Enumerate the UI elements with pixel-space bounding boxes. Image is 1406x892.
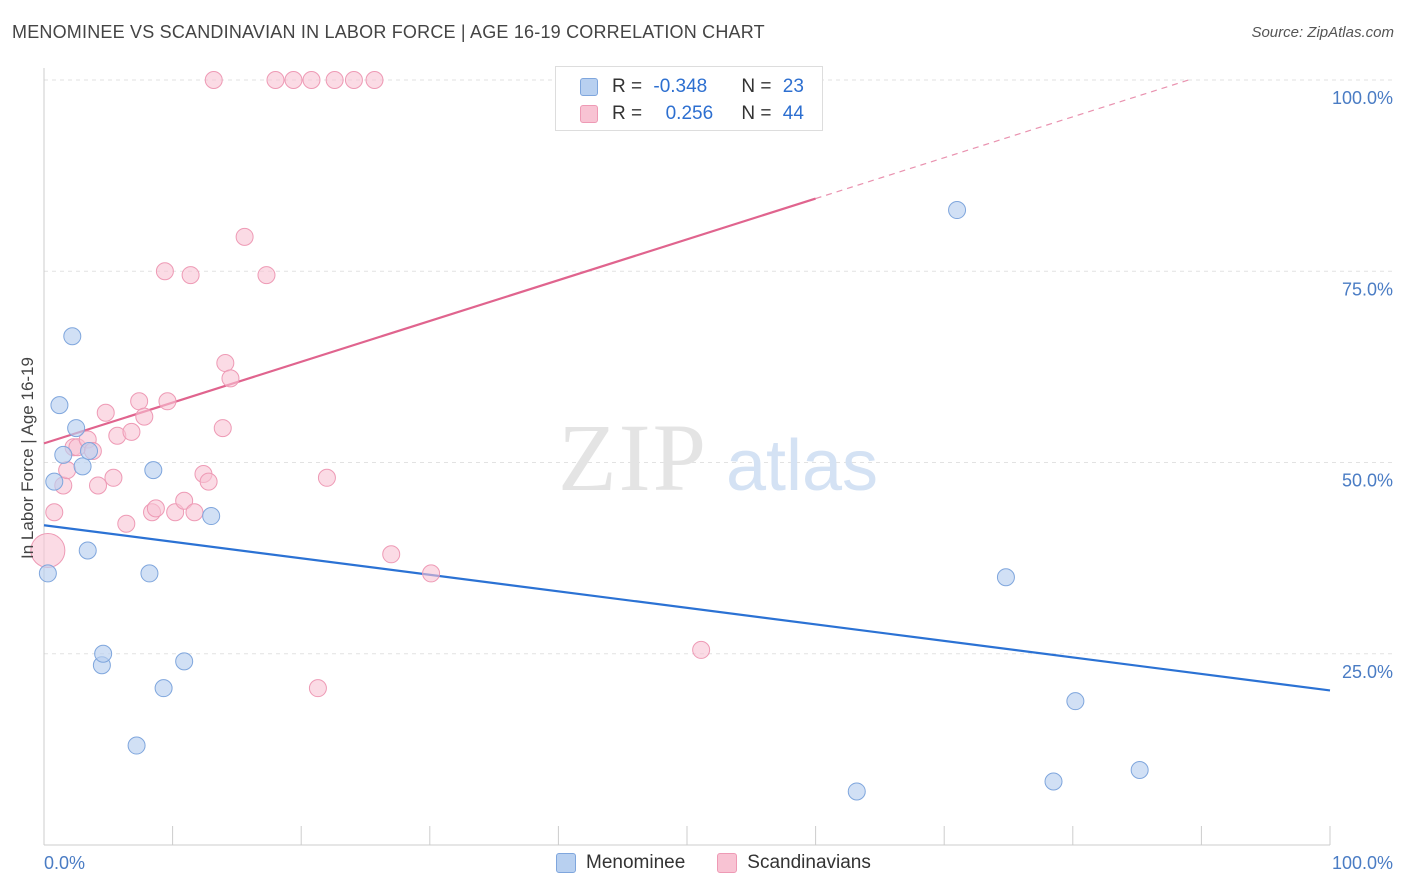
series-swatch-menominee [556, 853, 576, 873]
legend-n-value: 44 [782, 103, 804, 124]
grid-lines [44, 79, 1395, 655]
y-axis-label: In Labor Force | Age 16-19 [18, 357, 37, 559]
data-point-menominee [38, 564, 57, 583]
data-point-scandinavians [692, 640, 711, 659]
data-point-scandinavians [284, 71, 303, 89]
data-point-menominee [80, 442, 99, 461]
legend-swatch-menominee [580, 78, 598, 96]
data-point-menominee [202, 507, 221, 526]
y-tick-label: 50.0% [1342, 471, 1393, 491]
series-legend: Menominee Scandinavians [556, 852, 903, 874]
legend-n-value: 23 [782, 76, 804, 97]
data-point-scandinavians [117, 514, 136, 533]
data-point-scandinavians [344, 71, 363, 89]
y-tick-label: 75.0% [1342, 279, 1393, 299]
data-point-menominee [127, 736, 146, 755]
series-legend-scandinavians: Scandinavians [717, 852, 871, 874]
data-point-menominee [73, 457, 92, 476]
legend-n-label: N = [741, 103, 777, 124]
data-point-scandinavians [104, 468, 123, 487]
x-tick-label: 0.0% [44, 853, 85, 873]
data-point-menominee [847, 782, 866, 801]
chart-title: MENOMINEE VS SCANDINAVIAN IN LABOR FORCE… [12, 22, 765, 42]
data-point-menominee [154, 679, 173, 698]
x-tick-label: 100.0% [1332, 853, 1393, 873]
axes [43, 68, 1331, 846]
data-point-scandinavians [146, 499, 165, 518]
data-point-menominee [144, 461, 163, 480]
series-label-scandinavians: Scandinavians [747, 852, 871, 873]
legend-r-label: R = [612, 76, 648, 97]
legend-r-value: -0.348 [653, 76, 708, 97]
y-tick-label: 100.0% [1332, 88, 1393, 108]
data-point-scandinavians [45, 503, 64, 522]
data-point-menominee [1130, 761, 1149, 780]
data-point-menominee [996, 568, 1015, 587]
data-point-scandinavians [175, 491, 194, 510]
data-point-scandinavians [308, 679, 327, 698]
legend-swatch-scandinavians [580, 105, 598, 123]
data-point-scandinavians [122, 422, 141, 441]
data-point-menominee [63, 327, 82, 346]
series-label-menominee: Menominee [586, 852, 686, 873]
data-point-menominee [45, 472, 64, 491]
data-point-scandinavians [158, 392, 177, 411]
data-point-scandinavians [302, 71, 321, 89]
data-point-scandinavians [155, 262, 174, 281]
legend-row-scandinavians: R = 0.256 N = 44 [580, 102, 804, 126]
data-point-scandinavians [135, 407, 154, 426]
trend-line-menominee [43, 524, 1331, 692]
data-point-scandinavians [89, 476, 108, 495]
watermark: ZIP atlas [558, 404, 878, 511]
data-point-scandinavians [216, 354, 235, 373]
data-point-scandinavians [130, 392, 149, 411]
data-point-scandinavians [96, 403, 115, 422]
data-point-scandinavians [317, 468, 336, 487]
data-point-menominee [175, 652, 194, 671]
data-point-scandinavians [221, 369, 240, 388]
data-point-scandinavians [266, 71, 285, 89]
data-point-menominee [948, 201, 967, 220]
data-point-menominee [140, 564, 159, 583]
legend-r-label: R = [612, 103, 648, 124]
series-swatch-scandinavians [717, 853, 738, 873]
data-point-menominee [54, 445, 73, 464]
data-point-scandinavians [365, 71, 384, 89]
data-point-menominee [1044, 772, 1063, 791]
series-legend-menominee: Menominee [556, 852, 685, 874]
data-point-menominee [94, 644, 113, 663]
watermark-zip: ZIP [558, 404, 708, 511]
data-points [30, 71, 1149, 801]
source-label: Source: ZipAtlas.com [1251, 24, 1394, 41]
data-point-scandinavians [204, 71, 223, 89]
data-point-scandinavians [213, 419, 232, 438]
data-point-menominee [67, 419, 86, 438]
data-point-scandinavians [181, 266, 200, 285]
data-point-scandinavians [257, 266, 276, 285]
trend-line-scandinavians-extension [815, 79, 1189, 200]
watermark-atlas: atlas [726, 426, 878, 506]
data-point-scandinavians [185, 503, 204, 522]
data-point-scandinavians [199, 472, 218, 491]
data-point-menominee [78, 541, 97, 560]
trend-lines [43, 79, 1331, 692]
correlation-legend: R = -0.348 N = 23 R = 0.256 N = 44 [555, 66, 823, 131]
tick-labels: 100.0% 75.0% 50.0% 25.0% 0.0% 100.0% [44, 88, 1393, 873]
y-tick-label: 25.0% [1342, 662, 1393, 682]
data-point-menominee [1066, 692, 1085, 711]
data-point-scandinavians [422, 564, 441, 583]
legend-n-label: N = [741, 76, 777, 97]
data-point-scandinavians [382, 545, 401, 564]
data-point-menominee [50, 396, 69, 415]
data-point-scandinavians [235, 227, 254, 246]
legend-r-value: 0.256 [665, 103, 714, 124]
legend-row-menominee: R = -0.348 N = 23 [580, 75, 804, 99]
data-point-scandinavians [325, 71, 344, 89]
